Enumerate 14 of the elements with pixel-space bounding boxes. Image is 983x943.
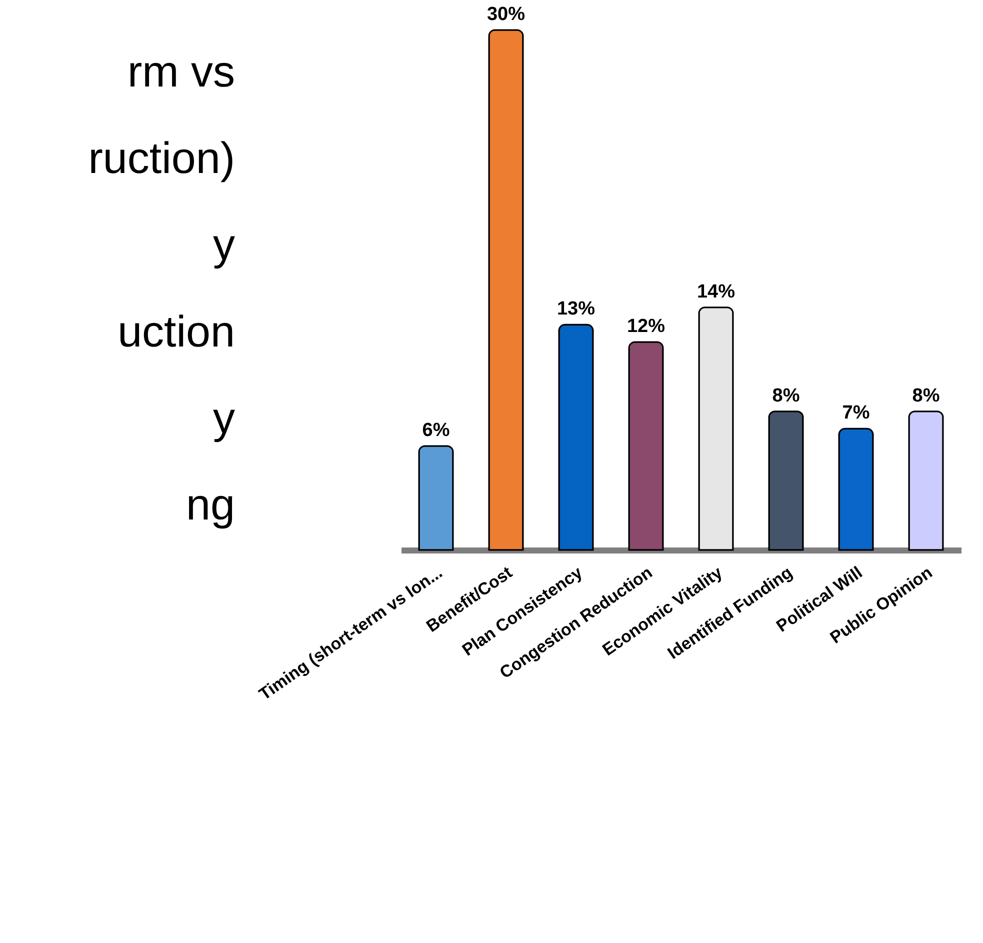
text: ng (186, 480, 235, 530)
text: rm vs (127, 47, 235, 96)
text: y (213, 394, 235, 443)
data-label: 14% (696, 281, 736, 302)
data-label: 30% (486, 4, 526, 25)
data-label: 12% (626, 316, 666, 337)
data-label: 8% (772, 385, 800, 406)
text: uction (118, 307, 235, 356)
data-label: 8% (912, 385, 940, 406)
text: ruction) (88, 134, 235, 183)
data-label: 7% (842, 402, 870, 424)
data-label: 13% (556, 298, 596, 320)
text: y (213, 220, 235, 270)
data-label: 6% (422, 420, 450, 441)
